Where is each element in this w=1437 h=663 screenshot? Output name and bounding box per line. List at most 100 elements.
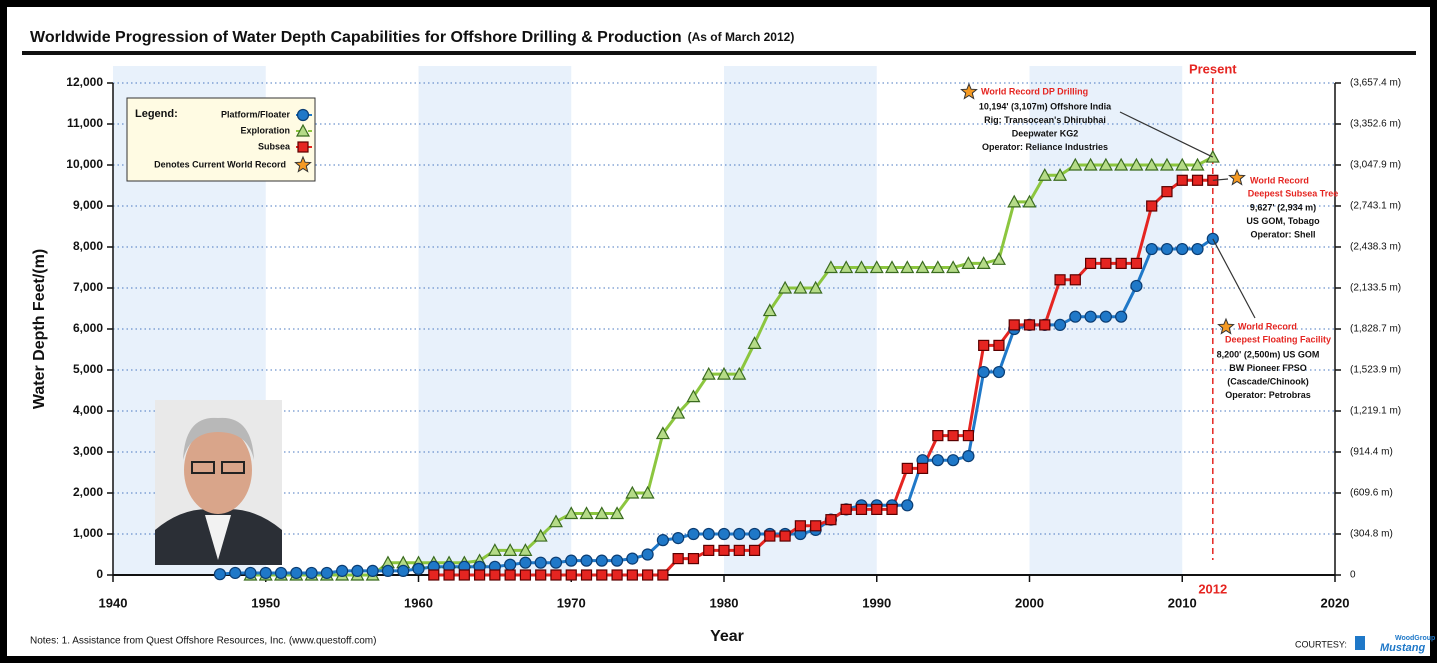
point xyxy=(1116,258,1126,268)
point xyxy=(1161,244,1172,255)
point xyxy=(673,533,684,544)
present-label: Present xyxy=(1189,61,1237,76)
point xyxy=(734,529,745,540)
point xyxy=(291,567,302,578)
page: Worldwide Progression of Water Depth Cap… xyxy=(0,0,1437,663)
point xyxy=(658,570,668,580)
y-tick-label: 10,000 xyxy=(66,157,103,171)
point xyxy=(978,367,989,378)
logo-top: WoodGroup xyxy=(1395,635,1435,642)
point xyxy=(612,570,622,580)
point xyxy=(948,431,958,441)
point xyxy=(657,535,668,546)
courtesy: COURTESY: xyxy=(1295,639,1347,649)
point xyxy=(1085,311,1096,322)
point xyxy=(214,569,225,580)
annotation-line: 10,194' (3,107m) Offshore India xyxy=(979,101,1112,111)
point xyxy=(932,455,943,466)
y2-tick-label: (3,657.4 m) xyxy=(1350,78,1401,89)
point xyxy=(1131,258,1141,268)
point xyxy=(367,565,378,576)
point xyxy=(566,570,576,580)
point xyxy=(688,554,698,564)
y2-tick-label: (3,352.6 m) xyxy=(1350,119,1401,130)
y-tick-label: 1,000 xyxy=(73,526,103,540)
point xyxy=(979,340,989,350)
point xyxy=(948,455,959,466)
chart-subtitle: (As of March 2012) xyxy=(688,30,795,44)
annotation-line: US GOM, Tobago xyxy=(1246,216,1320,226)
point xyxy=(887,504,897,514)
y-tick-label: 5,000 xyxy=(73,362,103,376)
point xyxy=(765,531,775,541)
x-tick-label: 1950 xyxy=(251,595,280,610)
legend-marker xyxy=(298,142,308,152)
point xyxy=(582,570,592,580)
point xyxy=(1040,320,1050,330)
annotation-heading: Deepest Floating Facility xyxy=(1225,334,1331,344)
point xyxy=(673,554,683,564)
point xyxy=(1146,244,1157,255)
y2-tick-label: (2,743.1 m) xyxy=(1350,201,1401,212)
decade-band xyxy=(724,66,877,575)
logo-main: Mustang xyxy=(1380,642,1426,654)
point xyxy=(750,545,760,555)
point xyxy=(1086,258,1096,268)
x-tick-label: 2000 xyxy=(1015,595,1044,610)
y2-tick-label: (2,438.3 m) xyxy=(1350,242,1401,253)
point xyxy=(811,521,821,531)
point xyxy=(306,567,317,578)
point xyxy=(505,559,516,570)
y-tick-label: 9,000 xyxy=(73,198,103,212)
point xyxy=(734,545,744,555)
point xyxy=(321,567,332,578)
y2-tick-label: (914.4 m) xyxy=(1350,447,1393,458)
chart: Worldwide Progression of Water Depth Cap… xyxy=(0,0,1437,663)
point xyxy=(749,529,760,540)
logo-icon xyxy=(1355,636,1365,650)
point xyxy=(276,567,287,578)
y-tick-label: 2,000 xyxy=(73,485,103,499)
point xyxy=(918,463,928,473)
annotation-line: BW Pioneer FPSO xyxy=(1229,363,1307,373)
y2-tick-label: (609.6 m) xyxy=(1350,488,1393,499)
point xyxy=(1025,320,1035,330)
point xyxy=(520,557,531,568)
point xyxy=(505,570,515,580)
y-tick-label: 4,000 xyxy=(73,403,103,417)
point xyxy=(1131,280,1142,291)
point xyxy=(413,563,424,574)
y-tick-label: 7,000 xyxy=(73,280,103,294)
point xyxy=(1070,311,1081,322)
point xyxy=(1055,319,1066,330)
y2-tick-label: (304.8 m) xyxy=(1350,529,1393,540)
point xyxy=(872,504,882,514)
y-axis-label: Water Depth Feet/(m) xyxy=(31,249,48,409)
point xyxy=(230,567,241,578)
point xyxy=(596,555,607,566)
point xyxy=(994,340,1004,350)
x-tick-label: 2020 xyxy=(1321,595,1350,610)
point xyxy=(933,431,943,441)
point xyxy=(841,504,851,514)
point xyxy=(475,570,485,580)
annotation-heading: World Record DP Drilling xyxy=(981,86,1088,96)
legend-label: Exploration xyxy=(240,125,290,135)
point xyxy=(352,565,363,576)
y2-tick-label: (2,133.5 m) xyxy=(1350,283,1401,294)
annotation-line: Rig: Transocean's Dhirubhai xyxy=(984,115,1106,125)
point xyxy=(520,570,530,580)
point xyxy=(459,570,469,580)
point xyxy=(1116,311,1127,322)
point xyxy=(1100,311,1111,322)
point xyxy=(550,557,561,568)
y-tick-label: 8,000 xyxy=(73,239,103,253)
point xyxy=(719,529,730,540)
y2-tick-label: (1,219.1 m) xyxy=(1350,406,1401,417)
y-tick-label: 3,000 xyxy=(73,444,103,458)
annotation-line: 9,627' (2,934 m) xyxy=(1250,202,1316,212)
point xyxy=(535,557,546,568)
y2-tick-label: (1,828.7 m) xyxy=(1350,324,1401,335)
x-axis-label: Year xyxy=(710,628,744,645)
point xyxy=(780,531,790,541)
